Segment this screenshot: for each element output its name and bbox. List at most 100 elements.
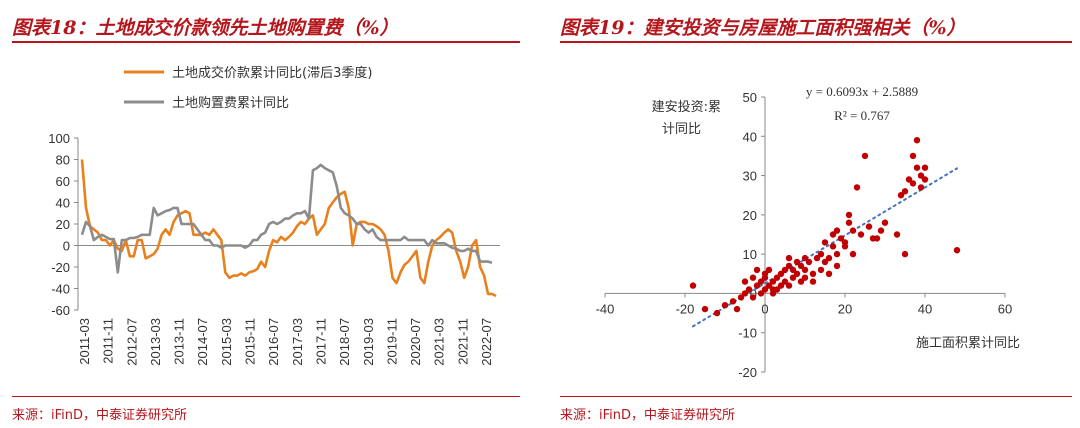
scatter-point (953, 247, 961, 254)
scatter-point (689, 282, 697, 289)
scatter-point (829, 243, 837, 250)
scatter-point (833, 227, 841, 234)
series-line (80, 163, 493, 274)
panel-land-chart: 图表18：土地成交价款领先土地购置费（%） 土地成交价款累计同比(滞后3季度) 土… (0, 0, 520, 428)
scatter-point (913, 137, 921, 144)
scatter-point (761, 286, 769, 293)
x-tick-label: 2013-11 (172, 318, 187, 365)
x-tick-label: 2020-07 (408, 318, 423, 366)
scatter-chart: -40 -20 0 20 40 60 50 40 30 20 10 0 -10 -20 建安投资:累计同比施… (596, 84, 1020, 380)
scatter-point (729, 298, 737, 305)
scatter-point (909, 180, 917, 187)
series-line (80, 159, 497, 298)
x-tick-label: 2011-03 (77, 318, 92, 365)
x-tick-label: 2019-03 (361, 318, 376, 366)
y-tick-label: 0 (750, 286, 757, 301)
scatter-point (749, 274, 757, 281)
x-tick-label: 2015-11 (243, 318, 258, 365)
scatter-point (793, 270, 801, 277)
x-tick-label: 2015-03 (219, 318, 234, 366)
scatter-point (817, 266, 825, 274)
scatter-point (837, 235, 845, 242)
scatter-point (797, 278, 805, 285)
scatter-point (769, 278, 777, 285)
x-tick-label: -20 (676, 301, 695, 316)
scatter-point (857, 231, 865, 238)
scatter-point (833, 250, 841, 258)
x-tick-label: 2021-03 (432, 318, 447, 366)
scatter-point (733, 305, 741, 313)
scatter-point (917, 184, 925, 191)
scatter-point (829, 231, 837, 238)
legend-label: 土地成交价款累计同比(滞后3季度) (172, 65, 372, 81)
x-tick-label: 2017-11 (313, 318, 328, 365)
x-tick-label: 2022-07 (479, 318, 494, 366)
scatter-point (893, 231, 901, 238)
x-tick-label: 2018-07 (337, 318, 352, 366)
source-rule (560, 396, 1072, 397)
scatter-point (789, 274, 797, 281)
x-tick-label: 40 (918, 301, 932, 316)
scatter-point (749, 294, 757, 301)
panel-construction-chart: 图表19：建安投资与房屋施工面积强相关（%） -40 -20 0 20 40 60 50 40… (550, 0, 1080, 428)
scatter-point (909, 152, 917, 160)
scatter-point (849, 250, 857, 258)
y-tick-label: -60 (51, 303, 70, 318)
y-tick-label: 10 (743, 247, 757, 262)
scatter-point (753, 266, 761, 274)
scatter-point (809, 270, 817, 277)
line-chart: 土地成交价款累计同比(滞后3季度) 土地购置费累计同比 100 80 60 40 20 0 -2… (48, 65, 500, 366)
x-axis-label: 施工面积累计同比 (916, 336, 1020, 351)
scatter-point (801, 266, 809, 274)
y-tick-label: -20 (738, 365, 757, 380)
y-tick-label: -10 (738, 326, 757, 341)
scatter-point (801, 254, 809, 262)
y-tick-label: 20 (743, 208, 757, 223)
x-tick-label: 60 (998, 301, 1012, 316)
y-tick-label: 0 (63, 239, 70, 254)
x-tick-label: 20 (838, 301, 852, 316)
scatter-point (797, 262, 805, 270)
x-tick-label: -40 (596, 301, 615, 316)
trend-equation: y = 0.6093x + 2.5889 (806, 84, 918, 99)
scatter-point (745, 286, 753, 293)
scatter-point (701, 305, 709, 313)
y-tick-label: 60 (56, 174, 70, 189)
scatter-point (901, 250, 909, 258)
scatter-point (773, 286, 781, 293)
scatter-point (765, 266, 773, 274)
scatter-point (833, 262, 841, 270)
y-axis-label: 计同比 (662, 122, 701, 137)
y-axis-label: 建安投资:累 (652, 99, 721, 115)
y-tick-label: 20 (56, 217, 70, 232)
source-note: 来源：iFinD，中泰证券研究所 (560, 408, 736, 423)
x-tick-label: 2014-07 (195, 318, 210, 366)
x-tick-label: 2011-11 (101, 318, 116, 364)
scatter-point (917, 172, 925, 179)
scatter-point (785, 254, 793, 262)
scatter-point (921, 176, 929, 183)
scatter-point (821, 239, 829, 246)
scatter-point (781, 278, 789, 285)
scatter-point (921, 164, 929, 171)
scatter-point (817, 250, 825, 258)
x-tick-label: 2017-03 (290, 318, 305, 366)
scatter-point (781, 266, 789, 274)
x-tick-label: 2016-07 (266, 318, 281, 366)
y-tick-label: 100 (48, 131, 70, 146)
scatter-point (777, 282, 785, 289)
scatter-point (821, 258, 829, 266)
scatter-point (905, 176, 913, 183)
scatter-point (741, 278, 749, 285)
scatter-point (809, 278, 817, 285)
scatter-point (881, 219, 889, 226)
scatter-point (753, 282, 761, 289)
y-tick-label: 30 (743, 169, 757, 184)
scatter-point (825, 270, 833, 277)
scatter-point (825, 254, 833, 262)
scatter-point (845, 219, 853, 226)
y-tick-label: 50 (743, 90, 757, 105)
legend-label: 土地购置费累计同比 (172, 95, 289, 111)
scatter-point (765, 282, 773, 289)
y-tick-label: -20 (51, 260, 70, 275)
